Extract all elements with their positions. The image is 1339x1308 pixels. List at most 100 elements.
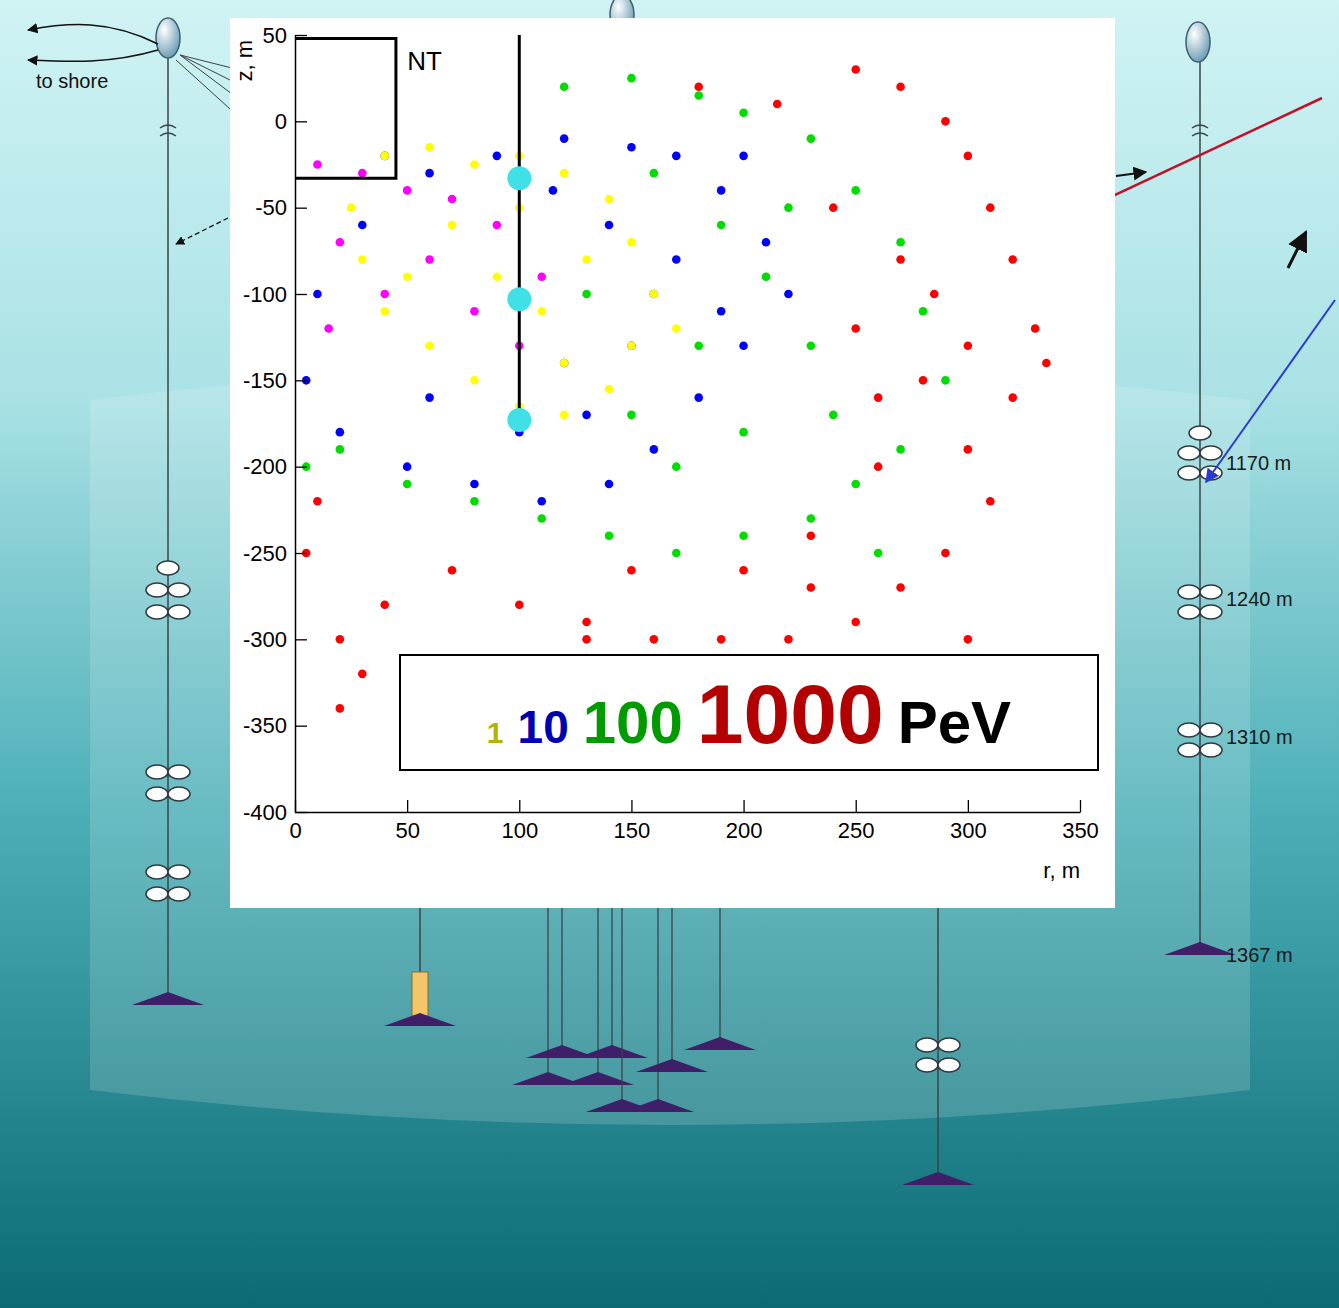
tick: -400 bbox=[243, 800, 307, 825]
point bbox=[807, 583, 816, 592]
cable bbox=[561, 900, 562, 1058]
point bbox=[829, 411, 838, 420]
points bbox=[302, 74, 950, 557]
optical-module bbox=[168, 605, 190, 619]
point bbox=[470, 160, 479, 169]
optical-module bbox=[168, 865, 190, 879]
point bbox=[493, 152, 502, 161]
point bbox=[515, 601, 524, 610]
point bbox=[358, 670, 367, 679]
point bbox=[605, 195, 614, 204]
point bbox=[851, 65, 860, 74]
point bbox=[560, 134, 569, 143]
optical-module bbox=[146, 887, 168, 901]
point bbox=[762, 238, 771, 247]
tick-mark bbox=[295, 294, 307, 295]
optical-module bbox=[168, 765, 190, 779]
tick-mark bbox=[407, 800, 408, 812]
tick: -350 bbox=[243, 713, 307, 738]
point bbox=[537, 307, 546, 316]
cable bbox=[719, 900, 720, 1050]
point bbox=[941, 549, 950, 558]
point bbox=[627, 74, 636, 83]
tick-label: 100 bbox=[501, 818, 538, 843]
point bbox=[470, 497, 479, 506]
tick-label: -200 bbox=[243, 454, 287, 479]
optical-module bbox=[1178, 585, 1200, 599]
point bbox=[964, 152, 973, 161]
optical-module bbox=[1178, 466, 1200, 480]
cable-to-shore bbox=[28, 50, 158, 61]
point bbox=[807, 531, 816, 540]
point bbox=[851, 618, 860, 627]
point bbox=[605, 531, 614, 540]
point bbox=[448, 566, 457, 575]
point bbox=[964, 635, 973, 644]
tick-label: 350 bbox=[1062, 818, 1099, 843]
points bbox=[507, 166, 531, 432]
optical-module bbox=[157, 561, 179, 575]
optical-module bbox=[1178, 743, 1200, 757]
point bbox=[717, 186, 726, 195]
cable bbox=[621, 900, 622, 1112]
optical-module bbox=[146, 605, 168, 619]
optical-module bbox=[168, 583, 190, 597]
point bbox=[470, 480, 479, 489]
tick: 0 bbox=[275, 109, 307, 134]
optical-module bbox=[1178, 605, 1200, 619]
tick-mark bbox=[295, 639, 307, 640]
point bbox=[470, 376, 479, 385]
point bbox=[560, 359, 569, 368]
point bbox=[380, 601, 389, 610]
tick: 350 bbox=[1062, 800, 1099, 843]
chart: 050100150200250300350-400-350-300-250-20… bbox=[230, 18, 1115, 908]
optical-module bbox=[1200, 585, 1222, 599]
point bbox=[336, 635, 345, 644]
depth-label: 1367 m bbox=[1226, 944, 1293, 966]
tick-mark bbox=[968, 800, 969, 812]
point bbox=[493, 221, 502, 230]
points bbox=[302, 134, 793, 505]
optical-module bbox=[938, 1038, 960, 1052]
point bbox=[358, 255, 367, 264]
point bbox=[582, 255, 591, 264]
tick-label: 0 bbox=[289, 818, 301, 843]
point bbox=[874, 462, 883, 471]
point bbox=[694, 83, 703, 92]
point bbox=[358, 169, 367, 178]
point bbox=[425, 169, 434, 178]
tick-mark bbox=[295, 553, 307, 554]
optical-module bbox=[1200, 446, 1222, 460]
point bbox=[717, 307, 726, 316]
point bbox=[739, 108, 748, 117]
point bbox=[507, 287, 531, 311]
tick-mark bbox=[295, 208, 307, 209]
point bbox=[627, 143, 636, 152]
point bbox=[560, 83, 569, 92]
point bbox=[672, 255, 681, 264]
depth-label: 1240 m bbox=[1226, 588, 1293, 610]
tick: -300 bbox=[243, 627, 307, 652]
optical-module bbox=[168, 887, 190, 901]
optical-module bbox=[1200, 743, 1222, 757]
point bbox=[650, 635, 659, 644]
point bbox=[403, 186, 412, 195]
point bbox=[347, 203, 356, 212]
legend-entry: 10 bbox=[518, 701, 569, 753]
point bbox=[627, 238, 636, 247]
point bbox=[313, 290, 322, 299]
point bbox=[448, 195, 457, 204]
optical-module bbox=[916, 1038, 938, 1052]
point bbox=[851, 324, 860, 333]
point bbox=[986, 497, 995, 506]
point bbox=[403, 480, 412, 489]
cable bbox=[611, 900, 612, 1058]
point bbox=[425, 342, 434, 351]
point bbox=[941, 117, 950, 126]
optical-module bbox=[938, 1058, 960, 1072]
x-axis-title: r, m bbox=[1043, 858, 1080, 883]
tick-mark bbox=[631, 800, 632, 812]
point bbox=[470, 307, 479, 316]
point bbox=[537, 497, 546, 506]
annotation: NT bbox=[407, 46, 442, 76]
